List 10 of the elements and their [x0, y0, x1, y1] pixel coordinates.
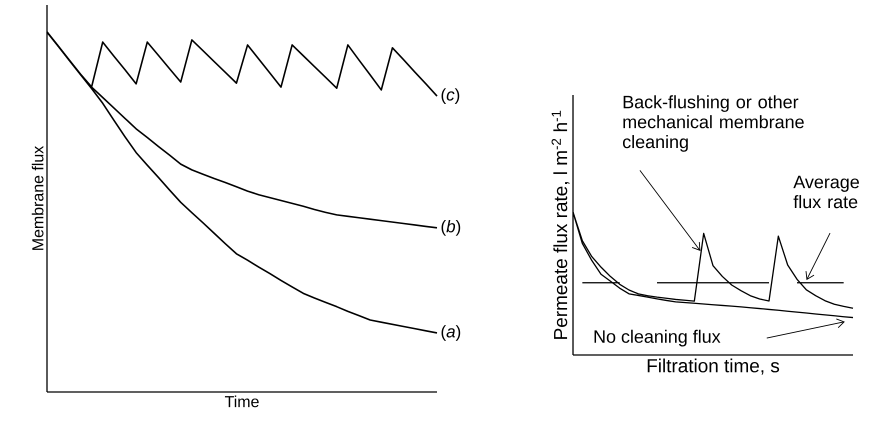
series-label: (c): [442, 88, 460, 104]
y-axis-title: Permeate flux rate, l m$^{-2}$ h$^{-1}$: [552, 110, 570, 339]
text: Average flux rate: [793, 176, 859, 208]
series-label: (a): [442, 325, 460, 341]
text: Back-flushing or other mechanical membrane cleaning: [622, 95, 804, 152]
series-label: (b): [442, 220, 460, 236]
annotation: No cleaning flux: [594, 330, 720, 346]
x-axis-title: Time: [224, 396, 259, 408]
y-axis-title: Membrane flux: [32, 146, 44, 250]
x-axis-title: Filtration time, s: [648, 358, 780, 375]
